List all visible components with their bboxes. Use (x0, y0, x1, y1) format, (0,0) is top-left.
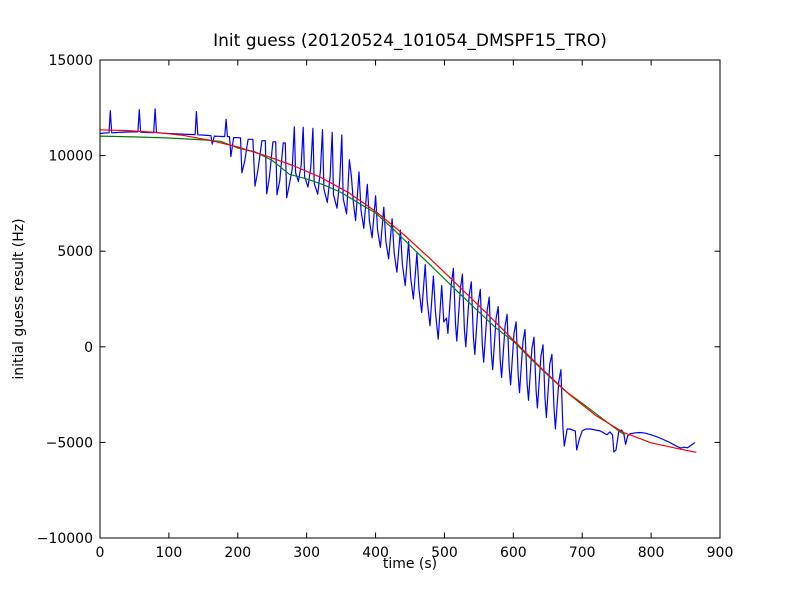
x-tick-label: 100 (156, 545, 183, 561)
y-tick-label: 15000 (48, 53, 93, 69)
y-tick-label: 10000 (48, 149, 93, 165)
x-tick-label: 0 (96, 545, 105, 561)
x-tick-label: 300 (293, 545, 320, 561)
x-tick-label: 600 (500, 545, 527, 561)
plot-frame (99, 59, 721, 539)
series-line-smooth-fit-green (99, 135, 626, 436)
chart-title: Init guess (20120524_101054_DMSPF15_TRO) (213, 31, 607, 51)
x-tick-label: 200 (224, 545, 251, 561)
y-axis-label: initial guess result (Hz) (11, 218, 27, 380)
series-line-measured-init-guess (99, 108, 696, 453)
y-tick-label: 0 (84, 340, 93, 356)
x-tick-label: 400 (362, 545, 389, 561)
y-tick-label: −10000 (37, 531, 93, 547)
x-tick-label: 800 (638, 545, 665, 561)
series-line-smooth-fit-red (99, 129, 697, 453)
x-tick-label: 500 (431, 545, 458, 561)
x-tick-label: 700 (569, 545, 596, 561)
y-tick-label: −5000 (46, 435, 93, 451)
y-tick-label: 5000 (57, 244, 93, 260)
x-tick-label: 900 (707, 545, 734, 561)
x-axis-label: time (s) (382, 556, 438, 572)
